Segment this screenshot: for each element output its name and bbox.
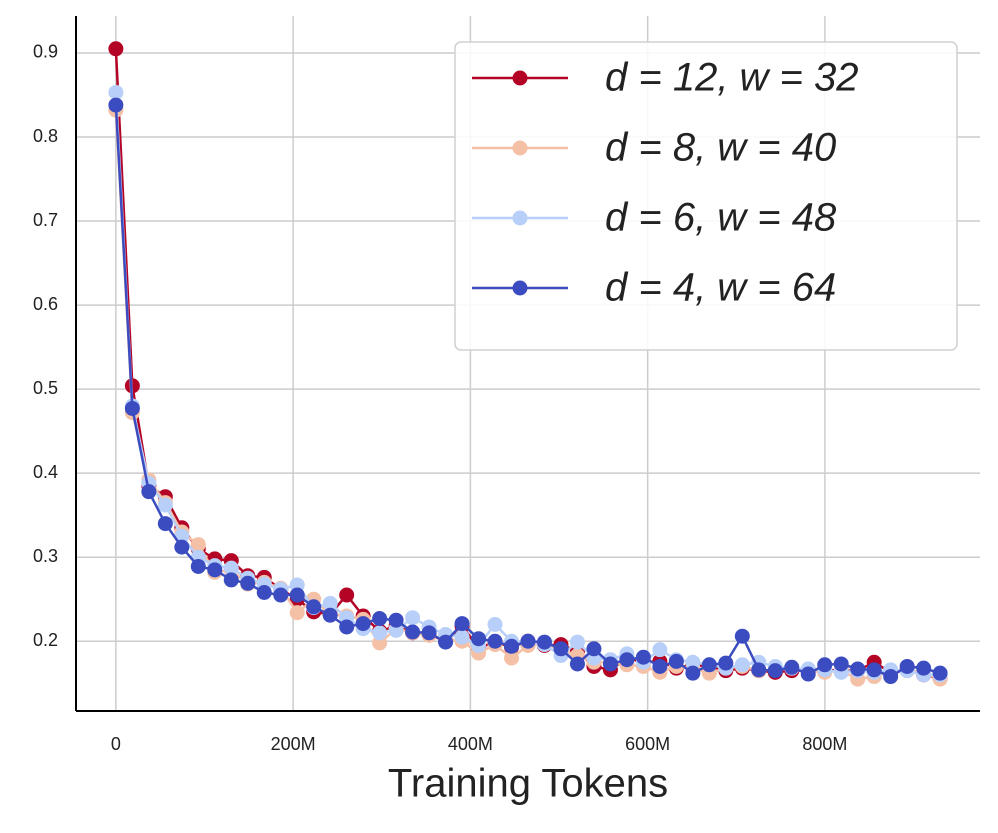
point <box>899 658 915 674</box>
point <box>207 562 223 578</box>
point <box>322 595 338 611</box>
y-tick-label: 0.7 <box>33 210 58 230</box>
point <box>784 659 800 675</box>
point <box>916 660 932 676</box>
point <box>652 658 668 674</box>
point <box>504 638 520 654</box>
point <box>800 666 816 682</box>
point <box>454 629 470 645</box>
point <box>619 652 635 668</box>
point <box>223 572 239 588</box>
y-tick-label: 0.2 <box>33 630 58 650</box>
point <box>388 612 404 628</box>
point <box>322 607 338 623</box>
point <box>487 633 503 649</box>
x-tick-label: 800M <box>802 734 847 754</box>
point <box>734 657 750 673</box>
y-tick-label: 0.4 <box>33 462 58 482</box>
point <box>586 641 602 657</box>
legend-box <box>454 41 958 351</box>
point <box>223 560 239 576</box>
point <box>767 663 783 679</box>
point <box>355 616 371 632</box>
point <box>668 653 684 669</box>
point <box>306 599 322 615</box>
point <box>718 655 734 671</box>
point <box>635 649 651 665</box>
point <box>256 585 272 601</box>
point <box>190 537 206 553</box>
point <box>536 634 552 650</box>
point <box>141 484 157 500</box>
point <box>471 631 487 647</box>
point <box>833 656 849 672</box>
point <box>652 642 668 658</box>
point <box>405 624 421 640</box>
legend-label: d = 6, w = 48 <box>605 196 837 240</box>
point <box>454 616 470 632</box>
point <box>487 616 503 632</box>
point <box>421 625 437 641</box>
point <box>751 662 767 678</box>
point <box>108 97 124 113</box>
x-tick-label: 600M <box>625 734 670 754</box>
point <box>569 656 585 672</box>
legend-marker <box>512 140 528 156</box>
x-axis-label: Training Tokens <box>388 762 668 806</box>
point <box>157 497 173 513</box>
point <box>602 656 618 672</box>
point <box>685 654 701 670</box>
point <box>108 41 124 57</box>
y-tick-label: 0.8 <box>33 126 58 146</box>
legend-marker <box>512 70 528 86</box>
point <box>108 84 124 100</box>
point <box>883 669 899 685</box>
point <box>240 575 256 591</box>
point <box>701 657 717 673</box>
point <box>734 628 750 644</box>
legend: d = 12, w = 32 d = 8, w = 40 d = 6, w = 48… <box>454 41 958 351</box>
legend-marker <box>512 280 528 296</box>
point <box>372 611 388 627</box>
x-tick-label: 400M <box>448 734 493 754</box>
point <box>817 657 833 673</box>
y-tick-label: 0.9 <box>33 42 58 62</box>
legend-label: d = 4, w = 64 <box>605 266 836 310</box>
point <box>405 610 421 626</box>
point <box>174 539 190 555</box>
point <box>553 641 569 657</box>
point <box>850 661 866 677</box>
plot-area <box>108 41 948 687</box>
point <box>569 634 585 650</box>
legend-marker <box>512 210 528 226</box>
legend-label: d = 12, w = 32 <box>605 56 859 100</box>
y-tick-label: 0.3 <box>33 546 58 566</box>
x-tick-label: 200M <box>271 734 316 754</box>
point <box>932 665 948 681</box>
point <box>289 587 305 603</box>
point <box>685 665 701 681</box>
y-tick-label: 0.5 <box>33 378 58 398</box>
point <box>866 662 882 678</box>
legend-label: d = 8, w = 40 <box>605 126 836 170</box>
point <box>157 516 173 532</box>
point <box>372 625 388 641</box>
point <box>190 558 206 574</box>
point <box>339 587 355 603</box>
point <box>520 633 536 649</box>
point <box>289 605 305 621</box>
point <box>504 650 520 666</box>
x-tick-label: 0 <box>111 734 121 754</box>
point <box>438 634 454 650</box>
point <box>124 400 140 416</box>
point <box>339 619 355 635</box>
point <box>273 587 289 603</box>
y-tick-label: 0.6 <box>33 294 58 314</box>
